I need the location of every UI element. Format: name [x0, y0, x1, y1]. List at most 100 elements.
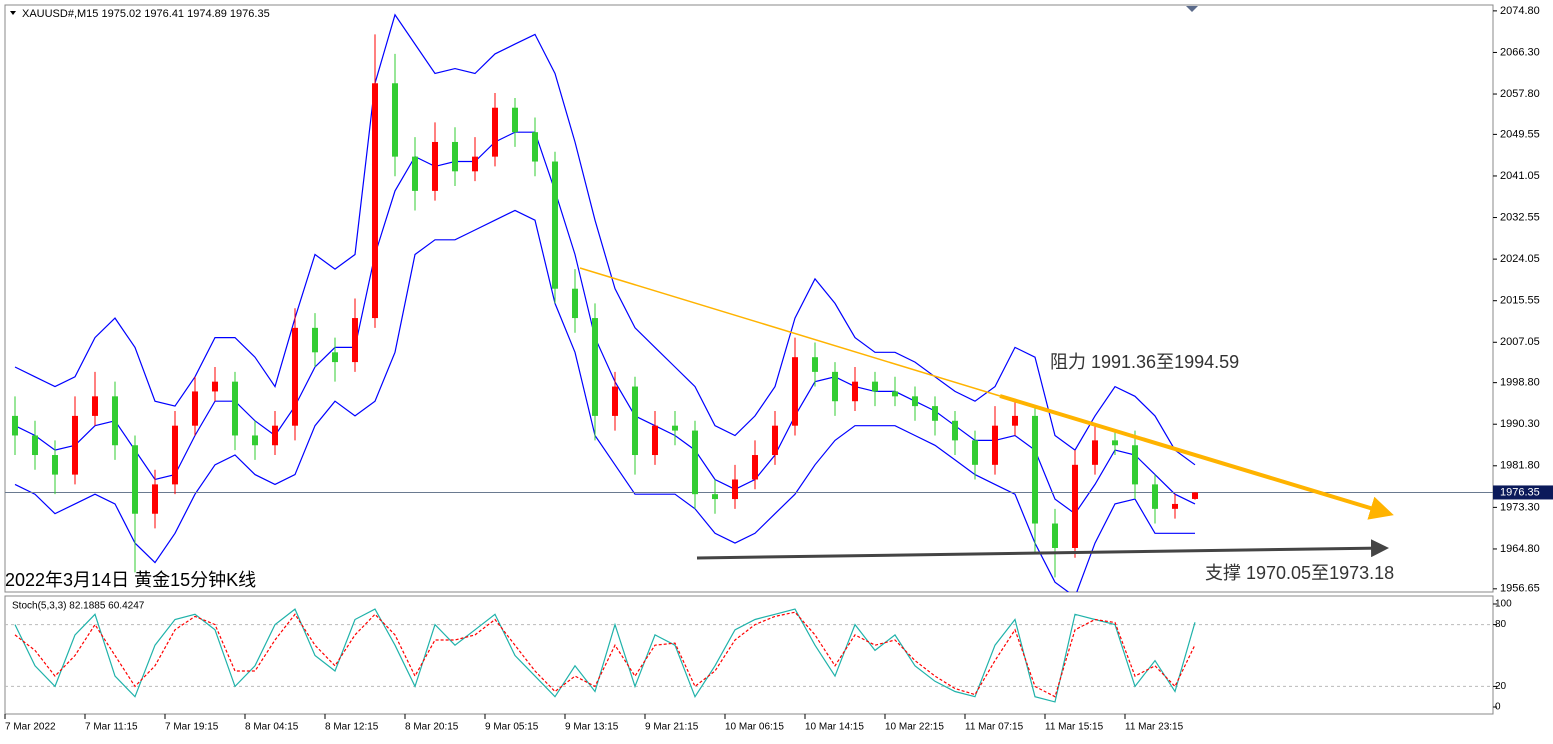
- candle-body: [392, 83, 398, 157]
- stoch-frame: [4, 595, 1494, 715]
- candle-body: [532, 132, 538, 162]
- candle-body: [972, 440, 978, 465]
- candle-body: [452, 141, 458, 172]
- candle-body: [472, 156, 478, 172]
- candle-body: [712, 494, 718, 500]
- resistance-label: 阻力 1991.36至1994.59: [1050, 352, 1239, 372]
- stoch-title: Stoch(5,3,3) 82.1885 60.4247: [12, 601, 145, 612]
- candle-body: [1012, 415, 1018, 426]
- candle-body: [492, 107, 498, 157]
- x-tick-label: 11 Mar 15:15: [1045, 722, 1104, 733]
- candle-body: [272, 425, 278, 446]
- candle-body: [832, 371, 838, 402]
- candle-body: [232, 381, 238, 436]
- candle-body: [792, 357, 798, 426]
- y-tick-label: 2041.05: [1500, 170, 1540, 182]
- candle-body: [292, 327, 298, 426]
- current-price-box: [1493, 485, 1553, 500]
- resistance-line: [579, 267, 1001, 397]
- candle-body: [812, 357, 818, 372]
- y-tick-label: 80: [1495, 619, 1507, 630]
- y-tick-label: 1990.30: [1500, 418, 1540, 430]
- y-tick-label: 20: [1495, 681, 1507, 692]
- band-lower: [14, 209, 1195, 592]
- main-frame: [4, 4, 1494, 593]
- candle-body: [512, 107, 518, 133]
- candle-body: [1172, 503, 1178, 509]
- candle-body: [1152, 484, 1158, 509]
- x-tick-label: 9 Mar 21:15: [645, 722, 699, 733]
- x-tick-label: 7 Mar 11:15: [85, 722, 138, 733]
- candle-body: [912, 396, 918, 407]
- current-price-label: 1976.35: [1500, 486, 1540, 498]
- candle-body: [132, 445, 138, 514]
- candle-body: [612, 386, 618, 416]
- y-tick-label: 1964.80: [1500, 543, 1540, 555]
- x-tick-label: 11 Mar 23:15: [1125, 722, 1184, 733]
- main-plot: [5, 13, 1493, 592]
- candle-body: [1032, 415, 1038, 524]
- candle-body: [772, 425, 778, 456]
- stoch-line: [14, 608, 1196, 703]
- x-tick-label: 8 Mar 20:15: [405, 722, 459, 733]
- menu-marker: [10, 11, 16, 15]
- candle-body: [952, 420, 958, 441]
- candle-body: [692, 430, 698, 495]
- candle-body: [52, 455, 58, 475]
- candle-body: [1072, 464, 1078, 548]
- y-tick-label: 1956.65: [1500, 583, 1540, 595]
- band-middle: [14, 131, 1196, 515]
- y-tick-label: 2057.80: [1500, 88, 1540, 100]
- x-tick-label: 10 Mar 22:15: [885, 722, 944, 733]
- y-tick-label: 1981.80: [1500, 460, 1540, 472]
- candle-body: [372, 83, 378, 319]
- candle-body: [352, 318, 358, 363]
- candle-body: [672, 425, 678, 431]
- candle-body: [1112, 440, 1118, 446]
- candle-body: [12, 415, 18, 436]
- candle-body: [632, 386, 638, 456]
- y-tick-label: 2074.80: [1500, 5, 1540, 17]
- candle-body: [872, 381, 878, 392]
- candle-body: [332, 352, 338, 363]
- x-tick-label: 8 Mar 12:15: [325, 722, 379, 733]
- stoch-plot: [5, 608, 1493, 703]
- y-tick-label: 2015.55: [1500, 295, 1540, 307]
- candle-body: [992, 425, 998, 465]
- x-tick-label: 10 Mar 14:15: [805, 722, 864, 733]
- candle-body: [852, 381, 858, 402]
- x-tick-label: 8 Mar 04:15: [245, 722, 299, 733]
- candle-body: [212, 381, 218, 392]
- candle-body: [652, 425, 658, 456]
- x-tick-label: 7 Mar 19:15: [165, 722, 219, 733]
- candle-body: [592, 318, 598, 416]
- resistance-arrow: [999, 394, 1394, 520]
- candle-body: [32, 435, 38, 456]
- candle-body: [412, 156, 418, 191]
- y-tick-label: 0: [1495, 702, 1501, 713]
- candle-body: [572, 288, 578, 319]
- candle-body: [192, 391, 198, 426]
- x-tick-label: 7 Mar 2022: [5, 722, 56, 733]
- symbol-header: XAUUSD#,M15 1975.02 1976.41 1974.89 1976…: [22, 8, 270, 20]
- shift-marker: [1186, 6, 1198, 12]
- y-tick-label: 2066.30: [1500, 46, 1540, 58]
- x-tick-label: 9 Mar 13:15: [565, 722, 619, 733]
- candle-body: [152, 484, 158, 514]
- band-upper: [14, 13, 1196, 466]
- support-arrow: [696, 539, 1389, 560]
- x-tick-label: 9 Mar 05:15: [485, 722, 539, 733]
- y-tick-label: 2032.55: [1500, 211, 1540, 223]
- candle-body: [432, 141, 438, 191]
- candle-body: [92, 396, 98, 416]
- chart-caption: 2022年3月14日 黄金15分钟K线: [5, 570, 256, 590]
- candle-body: [252, 435, 258, 446]
- candle-body: [112, 396, 118, 446]
- support-label: 支撑 1970.05至1973.18: [1205, 563, 1394, 583]
- candle-body: [732, 479, 738, 500]
- candle-body: [1092, 440, 1098, 465]
- y-tick-label: 1998.80: [1500, 377, 1540, 389]
- candle-body: [1052, 523, 1058, 548]
- x-tick-label: 10 Mar 06:15: [725, 722, 784, 733]
